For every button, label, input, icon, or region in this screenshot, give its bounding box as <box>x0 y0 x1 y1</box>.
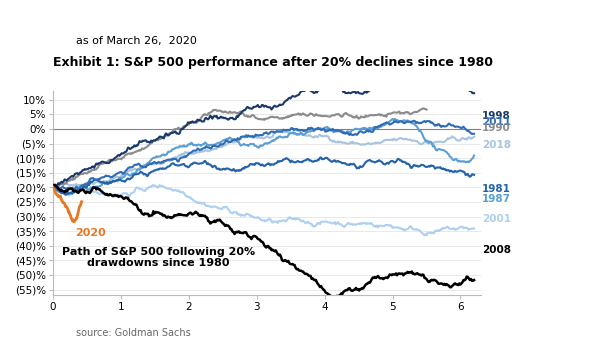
Text: 1990: 1990 <box>482 123 511 133</box>
Text: as of March 26,  2020: as of March 26, 2020 <box>76 36 197 46</box>
Text: Path of S&P 500 following 20%
drawdowns since 1980: Path of S&P 500 following 20% drawdowns … <box>62 247 255 268</box>
Text: 1987: 1987 <box>482 194 511 204</box>
Text: 2020: 2020 <box>75 227 105 238</box>
Text: 1981: 1981 <box>482 184 511 194</box>
Text: 2011: 2011 <box>482 117 511 128</box>
Text: 2018: 2018 <box>482 140 511 150</box>
Text: 1998: 1998 <box>482 111 511 121</box>
Text: 2001: 2001 <box>482 214 511 224</box>
Text: 2008: 2008 <box>482 245 511 255</box>
Text: source: Goldman Sachs: source: Goldman Sachs <box>76 328 191 338</box>
Text: Exhibit 1: S&P 500 performance after 20% declines since 1980: Exhibit 1: S&P 500 performance after 20%… <box>53 56 493 69</box>
